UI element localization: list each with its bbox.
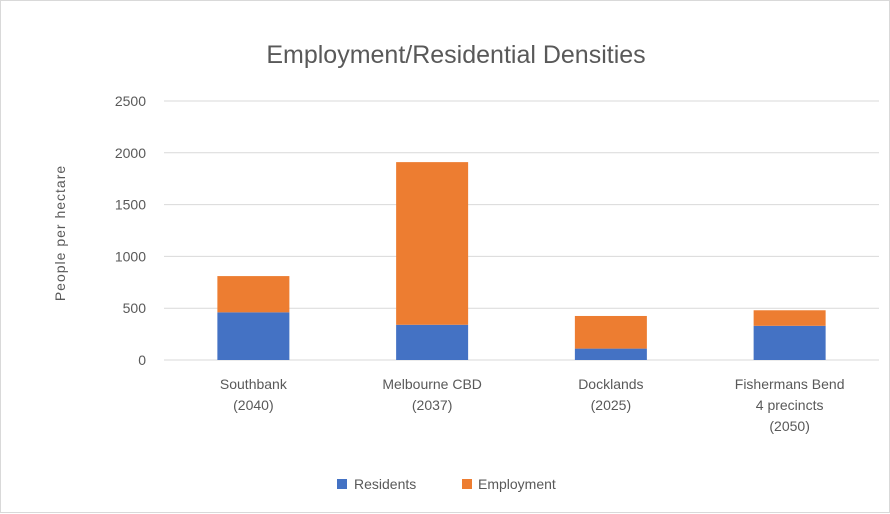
category-label: 4 precincts <box>756 397 824 413</box>
bars <box>217 162 826 360</box>
category-label: Melbourne CBD <box>382 376 482 392</box>
y-tick-label: 1500 <box>115 197 146 213</box>
y-tick-label: 1000 <box>115 248 146 264</box>
y-tick-label: 0 <box>138 352 146 368</box>
bar-employment-2 <box>574 315 647 349</box>
bar-residents-2 <box>574 348 647 360</box>
legend-swatch-residents <box>337 479 347 489</box>
y-tick-label: 2000 <box>115 145 146 161</box>
bar-residents-0 <box>217 312 290 360</box>
legend-label-employment: Employment <box>478 476 556 492</box>
legend-label-residents: Residents <box>354 476 416 492</box>
category-labels: Southbank (2040) Melbourne CBD (2037) Dockla… <box>220 376 845 434</box>
category-label: Docklands <box>578 376 643 392</box>
y-tick-label: 2500 <box>115 93 146 109</box>
bar-employment-3 <box>753 310 826 326</box>
category-label: (2050) <box>769 418 809 434</box>
y-axis-title: People per hectare <box>52 165 68 301</box>
y-tick-label: 500 <box>123 300 147 316</box>
chart-title: Employment/Residential Densities <box>266 41 645 69</box>
category-label: Southbank <box>220 376 288 392</box>
category-label: (2037) <box>412 397 452 413</box>
category-label: Fishermans Bend <box>735 376 845 392</box>
y-axis-ticks: 0 500 1000 1500 2000 2500 <box>115 93 146 368</box>
category-label: (2040) <box>233 397 273 413</box>
bar-employment-0 <box>217 276 290 313</box>
legend: Residents Employment <box>337 476 556 492</box>
bar-residents-1 <box>396 324 469 360</box>
bar-residents-3 <box>753 325 826 360</box>
bar-employment-1 <box>396 162 469 325</box>
legend-swatch-employment <box>462 479 472 489</box>
category-label: (2025) <box>591 397 631 413</box>
